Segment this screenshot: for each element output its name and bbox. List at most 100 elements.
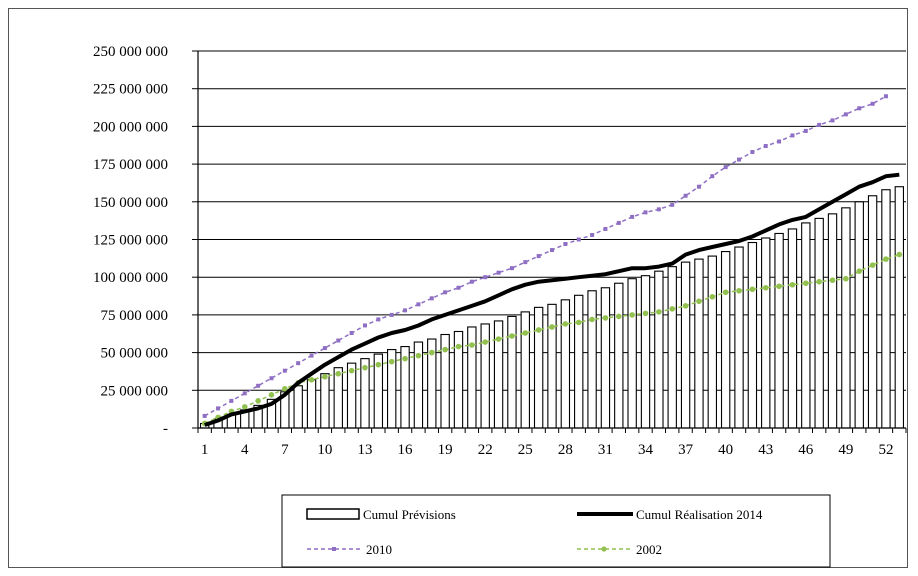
- series-2002-point: [736, 287, 742, 294]
- series-2002-point: [575, 319, 582, 326]
- series-2010-point: [723, 165, 728, 170]
- y-tick-label: 175 000 000: [93, 157, 168, 173]
- x-tick-label: 52: [878, 442, 893, 458]
- series-2002-point: [656, 309, 662, 315]
- series-2010-point: [376, 317, 381, 322]
- series-2010-point: [456, 285, 461, 290]
- series-2002-point: [803, 280, 809, 287]
- bar-cumul-previsions: [734, 246, 744, 429]
- bar-cumul-previsions: [547, 303, 557, 429]
- axes: [192, 50, 907, 433]
- bar-cumul-previsions: [680, 261, 691, 429]
- bar-cumul-previsions: [867, 195, 878, 429]
- series-2010-point: [202, 413, 207, 418]
- series-2002-point: [402, 355, 408, 362]
- series-2002-point: [415, 352, 422, 359]
- series-2010-point: [817, 122, 822, 127]
- series-2010-point: [496, 270, 501, 275]
- series-2010-point: [362, 323, 367, 328]
- bar-cumul-previsions: [520, 311, 530, 429]
- series-2010-point: [550, 248, 554, 253]
- series-2010-point: [389, 312, 394, 317]
- bar-cumul-previsions: [894, 186, 905, 429]
- series-2002-point: [749, 286, 756, 293]
- series-2010-point: [843, 112, 848, 117]
- y-tick-label: 225 000 000: [93, 82, 168, 98]
- bar-cumul-previsions: [293, 385, 303, 429]
- series-2002-point: [442, 346, 448, 353]
- bar-cumul-previsions: [306, 379, 317, 429]
- series-2002-point: [682, 303, 689, 309]
- bar-cumul-previsions: [627, 278, 637, 429]
- bar-cumul-previsions: [560, 299, 571, 429]
- series-2010-point: [296, 361, 301, 366]
- series-2002-point: [241, 404, 248, 410]
- series-2002-point: [388, 358, 395, 365]
- bar-cumul-previsions: [640, 275, 651, 429]
- series-2010-point: [536, 254, 541, 259]
- bar-cumul-previsions: [614, 282, 624, 429]
- series-2002-point: [509, 333, 515, 339]
- series-2002-point: [883, 256, 889, 262]
- x-tick-label: 49: [838, 442, 853, 458]
- series-2010-point: [763, 144, 768, 149]
- x-tick-label: 19: [438, 442, 453, 458]
- y-tick-label: -: [163, 421, 168, 437]
- series-2010-point: [603, 226, 608, 231]
- series-2010-point: [242, 391, 247, 396]
- series-2010-point: [282, 368, 287, 373]
- series-2010-point: [737, 157, 742, 162]
- series-2010-point: [403, 308, 408, 313]
- series-2010-point: [523, 260, 528, 265]
- x-tick-label: 16: [398, 442, 414, 458]
- legend-marker-2010: [332, 547, 336, 551]
- bar-cumul-previsions: [747, 241, 758, 429]
- series-2010-point: [777, 139, 782, 144]
- y-tick-label: 50 000 000: [101, 346, 169, 362]
- x-tick-label: 25: [518, 442, 533, 458]
- series-2002-point: [495, 336, 502, 342]
- bar-cumul-previsions: [320, 373, 330, 429]
- bar-cumul-previsions: [533, 306, 544, 429]
- series-2010-point: [469, 279, 474, 284]
- y-tick-label: 100 000 000: [93, 270, 168, 286]
- bar-cumul-previsions: [827, 213, 838, 429]
- series-2002-point: [482, 339, 489, 345]
- legend-label-2010: 2010: [366, 542, 392, 557]
- series-2010-point: [696, 184, 701, 189]
- x-tick-label: 46: [798, 442, 814, 458]
- series-cumul-realisation-2014: [204, 172, 900, 427]
- series-2002-point: [615, 313, 622, 320]
- series-2010-point: [483, 275, 488, 280]
- legend-swatch-cumul-previsions: [306, 508, 360, 520]
- series-2010-point: [643, 210, 648, 215]
- series-2002-point: [629, 312, 635, 318]
- bar-cumul-previsions: [854, 201, 864, 429]
- series-2010-point: [683, 193, 688, 198]
- y-tick-label: 75 000 000: [101, 308, 169, 324]
- y-tick-label: 150 000 000: [93, 195, 168, 211]
- y-tick-label: 125 000 000: [93, 233, 168, 249]
- y-tick-label: 200 000 000: [93, 119, 168, 135]
- series-2002-point: [762, 284, 769, 291]
- series-2010-point: [870, 101, 875, 106]
- series-2010: [202, 94, 888, 418]
- legend-label-cumul-previsions: Cumul Prévisions: [363, 507, 456, 522]
- series-2010-point: [429, 296, 434, 301]
- x-tick-label: 4: [241, 442, 249, 458]
- bar-cumul-previsions: [600, 287, 611, 429]
- series-2010-point: [590, 232, 595, 237]
- bar-cumul-previsions: [801, 222, 811, 429]
- series-2002-point: [268, 392, 275, 398]
- series-2002-point: [816, 278, 822, 285]
- series-2010-point: [322, 346, 327, 351]
- bar-cumul-previsions: [467, 326, 477, 429]
- series-2002-point: [562, 321, 569, 327]
- legend-label-cumul-realisation: Cumul Réalisation 2014: [636, 507, 763, 522]
- line-series: [201, 94, 903, 427]
- series-2010-point: [563, 242, 568, 247]
- series-2010-point: [710, 174, 715, 179]
- series-2010-point: [670, 202, 675, 207]
- series-2002-point: [856, 268, 863, 274]
- x-tick-label: 13: [357, 442, 372, 458]
